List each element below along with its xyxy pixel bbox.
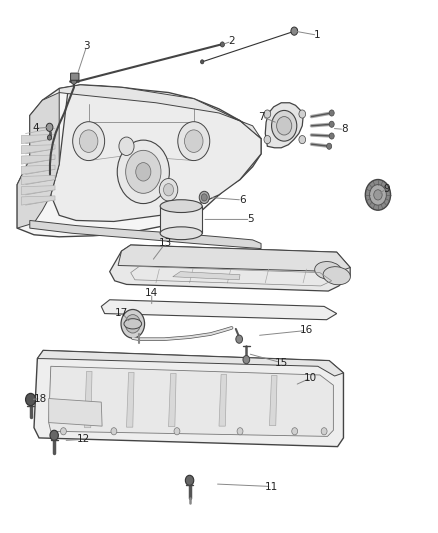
Text: 15: 15: [275, 358, 288, 368]
Text: 11: 11: [265, 481, 278, 491]
Polygon shape: [21, 185, 55, 195]
Circle shape: [25, 393, 35, 406]
Polygon shape: [51, 86, 261, 222]
Circle shape: [119, 137, 134, 156]
Circle shape: [73, 122, 105, 160]
Polygon shape: [173, 272, 240, 280]
Circle shape: [79, 130, 98, 152]
Circle shape: [125, 314, 140, 333]
Circle shape: [329, 110, 334, 116]
Circle shape: [370, 184, 386, 205]
Text: 9: 9: [383, 184, 390, 193]
Polygon shape: [85, 372, 92, 427]
Circle shape: [264, 110, 271, 118]
Polygon shape: [219, 375, 226, 426]
Ellipse shape: [323, 266, 350, 285]
FancyBboxPatch shape: [71, 73, 79, 80]
Circle shape: [199, 191, 209, 204]
Text: 1: 1: [314, 30, 321, 40]
Circle shape: [272, 110, 297, 141]
Circle shape: [111, 427, 117, 435]
Text: 6: 6: [239, 195, 245, 205]
Polygon shape: [160, 206, 202, 233]
Polygon shape: [37, 350, 343, 376]
Ellipse shape: [314, 262, 342, 280]
Circle shape: [159, 179, 178, 201]
Text: 2: 2: [228, 36, 235, 46]
Ellipse shape: [160, 227, 202, 240]
Circle shape: [321, 427, 327, 435]
Polygon shape: [34, 350, 343, 447]
Polygon shape: [30, 221, 261, 248]
Polygon shape: [269, 375, 277, 426]
Circle shape: [299, 135, 306, 144]
Text: 10: 10: [304, 373, 317, 383]
Polygon shape: [265, 103, 303, 148]
Polygon shape: [127, 373, 134, 427]
Circle shape: [220, 42, 224, 47]
Polygon shape: [21, 175, 55, 184]
Polygon shape: [59, 85, 261, 139]
Circle shape: [329, 133, 334, 139]
Circle shape: [136, 163, 151, 181]
Text: 14: 14: [145, 288, 159, 298]
Circle shape: [126, 150, 161, 193]
Text: 8: 8: [341, 124, 348, 134]
Polygon shape: [21, 155, 55, 164]
Circle shape: [50, 430, 58, 440]
Circle shape: [60, 427, 67, 435]
Ellipse shape: [160, 200, 202, 213]
Text: 5: 5: [247, 214, 254, 224]
Ellipse shape: [124, 319, 141, 329]
Circle shape: [374, 190, 382, 200]
Circle shape: [329, 121, 334, 127]
Text: 13: 13: [159, 238, 172, 248]
Circle shape: [299, 110, 306, 118]
Polygon shape: [49, 366, 333, 437]
Circle shape: [201, 194, 207, 201]
Circle shape: [47, 135, 52, 140]
Circle shape: [237, 427, 243, 435]
Text: 7: 7: [258, 111, 265, 122]
Circle shape: [185, 475, 194, 486]
Circle shape: [243, 356, 250, 364]
Polygon shape: [17, 85, 261, 237]
Circle shape: [178, 122, 210, 160]
Polygon shape: [21, 196, 55, 205]
Circle shape: [292, 427, 298, 435]
Text: 17: 17: [115, 308, 128, 318]
Circle shape: [291, 27, 298, 35]
Text: 4: 4: [32, 123, 39, 133]
Polygon shape: [21, 165, 55, 174]
Circle shape: [327, 143, 332, 149]
Circle shape: [121, 310, 145, 338]
Circle shape: [117, 140, 170, 204]
Polygon shape: [21, 134, 55, 144]
Circle shape: [365, 180, 391, 210]
Circle shape: [184, 130, 203, 152]
Circle shape: [236, 335, 243, 343]
Text: 18: 18: [34, 393, 47, 403]
Circle shape: [174, 427, 180, 435]
Text: 16: 16: [300, 326, 313, 335]
Circle shape: [46, 123, 53, 132]
Polygon shape: [17, 93, 59, 228]
Circle shape: [163, 183, 173, 196]
Text: 12: 12: [77, 434, 90, 445]
Polygon shape: [49, 399, 102, 426]
Circle shape: [71, 77, 77, 84]
Polygon shape: [110, 245, 350, 291]
Circle shape: [277, 117, 292, 135]
Text: 3: 3: [83, 42, 90, 52]
Circle shape: [264, 135, 271, 144]
Polygon shape: [101, 300, 337, 320]
Polygon shape: [118, 245, 350, 272]
Circle shape: [201, 60, 204, 64]
Polygon shape: [21, 145, 55, 154]
Polygon shape: [169, 374, 176, 426]
